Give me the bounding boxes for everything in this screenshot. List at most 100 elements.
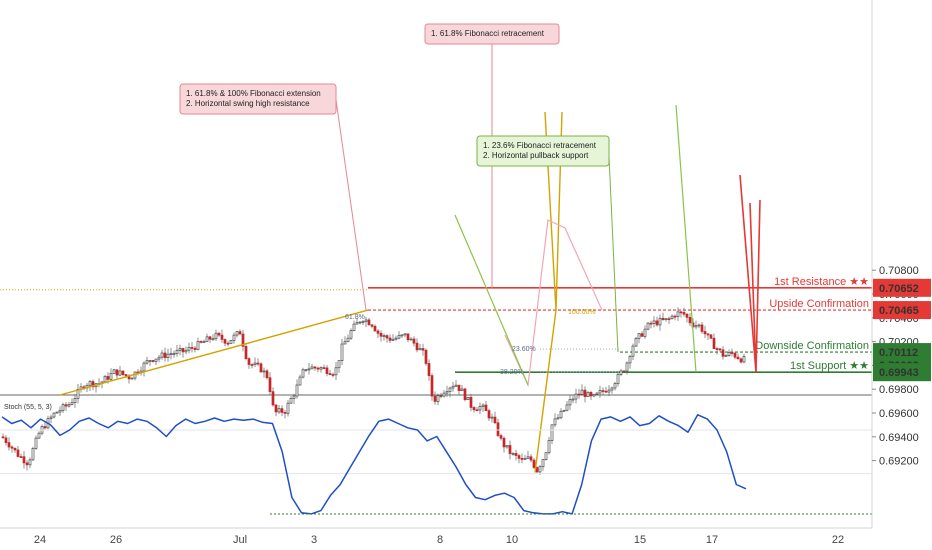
candle-body — [199, 341, 203, 343]
candle-body — [37, 432, 41, 439]
candle-body — [391, 338, 395, 341]
time-tick-label: 15 — [634, 534, 646, 546]
candle-body — [457, 384, 461, 391]
green-pullback-line — [675, 104, 697, 373]
candle-body — [439, 395, 443, 397]
candle-body — [178, 348, 182, 351]
candle-body — [301, 369, 305, 378]
candle-body — [61, 404, 65, 411]
candle-body — [268, 377, 272, 392]
price-tick-label: 0.69800 — [879, 384, 919, 396]
candle-body — [538, 466, 542, 473]
candle-body — [532, 459, 536, 468]
candle-body — [292, 395, 296, 399]
candle-body — [364, 319, 368, 322]
candle-body — [163, 352, 167, 359]
candle-body — [613, 383, 617, 389]
candle-body — [715, 348, 719, 350]
candle-body — [589, 392, 593, 397]
candle-body — [31, 448, 35, 461]
candle-body — [184, 349, 188, 353]
level-name-label: Downside Confirmation — [755, 340, 869, 352]
candle-body — [652, 320, 656, 324]
candle-body — [247, 358, 251, 365]
fib-100-label: 100.00% — [568, 309, 596, 316]
candle-body — [154, 358, 158, 362]
candle-body — [4, 437, 8, 443]
candle-body — [307, 368, 311, 371]
candle-body — [646, 322, 650, 330]
candle-body — [673, 315, 677, 318]
candle-body — [388, 337, 392, 341]
candle-body — [574, 393, 578, 400]
candle-body — [460, 388, 464, 391]
up-arrowhead — [544, 111, 563, 311]
candle-body — [397, 334, 401, 339]
stoch-label: Stoch (55, 5, 3) — [4, 404, 52, 411]
candle-body — [655, 320, 659, 326]
candle-body — [448, 387, 452, 392]
candle-body — [496, 422, 500, 436]
candle-body — [454, 384, 458, 387]
candle-body — [706, 333, 710, 336]
candle-body — [91, 381, 95, 388]
candle-body — [553, 418, 557, 426]
candle-body — [502, 437, 506, 448]
price-tick-label: 0.69600 — [879, 408, 919, 420]
annotation-fib-extension — [179, 83, 337, 115]
candle-body — [181, 348, 185, 353]
candle-body — [682, 312, 686, 315]
candle-body — [523, 458, 527, 460]
candle-body — [412, 338, 416, 344]
candle-body — [22, 456, 26, 464]
annotation-fib-retracement-line: 1. 61.8% Fibonacci retracement — [431, 29, 545, 38]
candle-body — [49, 416, 53, 419]
candle-body — [322, 367, 326, 369]
candle-body — [442, 392, 446, 397]
price-axis-bg — [872, 0, 932, 550]
fib-618-label: 61.8% — [345, 314, 365, 321]
red-down-arrow — [739, 174, 757, 373]
candle-body — [352, 323, 356, 331]
candle-body — [103, 376, 107, 383]
candle-body — [304, 369, 308, 371]
candle-body — [427, 363, 431, 376]
candle-body — [64, 404, 68, 407]
candle-body — [88, 381, 92, 386]
candle-body — [271, 391, 275, 406]
candle-body — [70, 402, 74, 405]
candle-body — [121, 370, 125, 375]
candle-body — [517, 455, 521, 459]
candle-body — [334, 367, 338, 376]
candle-body — [355, 322, 359, 325]
candle-body — [622, 370, 626, 373]
candle-body — [409, 338, 413, 341]
candle-body — [187, 347, 191, 351]
candle-body — [484, 404, 488, 411]
candle-body — [376, 330, 380, 334]
candle-body — [607, 389, 611, 393]
candle-body — [283, 412, 287, 414]
candle-body — [166, 353, 170, 359]
candle-body — [694, 325, 698, 328]
candle-body — [43, 426, 47, 429]
candle-body — [325, 367, 329, 374]
candle-body — [277, 408, 281, 413]
annotation-pullback-support — [476, 135, 610, 167]
candle-body — [232, 334, 236, 341]
candle-body — [436, 395, 440, 402]
candle-body — [265, 370, 269, 379]
candle-body — [697, 324, 701, 327]
candle-body — [274, 404, 278, 413]
candle-body — [571, 398, 575, 401]
fib-382-label: 38.20% — [500, 369, 524, 376]
level-name-label: 1st Resistance ★★ — [774, 276, 869, 288]
candle-body — [421, 348, 425, 351]
candle-body — [634, 337, 638, 347]
candle-body — [688, 316, 692, 324]
candle-body — [679, 311, 683, 314]
candle-body — [220, 334, 224, 340]
candle-body — [169, 353, 173, 355]
candle-body — [109, 373, 113, 380]
candle-body — [610, 387, 614, 391]
